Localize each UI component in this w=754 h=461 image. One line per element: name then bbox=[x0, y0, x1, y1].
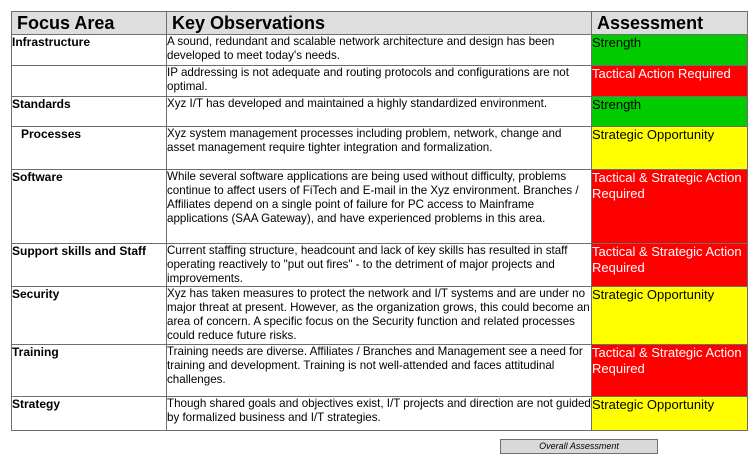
assessment-cell: Tactical & Strategic Action Required bbox=[591, 243, 748, 287]
focus-area-cell: Security bbox=[11, 286, 167, 345]
focus-area-cell: Training bbox=[11, 344, 167, 397]
observation-cell: Xyz system management processes includin… bbox=[166, 126, 592, 170]
observation-cell: IP addressing is not adequate and routin… bbox=[166, 65, 592, 97]
table-row: Support skills and Staff Current staffin… bbox=[11, 243, 748, 287]
observation-cell: Current staffing structure, headcount an… bbox=[166, 243, 592, 287]
focus-area-cell: Strategy bbox=[11, 396, 167, 431]
key-observations-header: Key Observations bbox=[166, 11, 592, 35]
assessment-cell: Strength bbox=[591, 96, 748, 127]
table-row: Strategy Though shared goals and objecti… bbox=[11, 396, 748, 431]
assessment-header: Assessment bbox=[591, 11, 748, 35]
assessment-cell: Strategic Opportunity bbox=[591, 126, 748, 170]
focus-area-cell: Processes bbox=[11, 126, 167, 170]
observation-cell: Xyz has taken measures to protect the ne… bbox=[166, 286, 592, 345]
table-row: Training Training needs are diverse. Aff… bbox=[11, 344, 748, 397]
observation-cell: While several software applications are … bbox=[166, 169, 592, 244]
assessment-cell: Strategic Opportunity bbox=[591, 286, 748, 345]
overall-assessment-label: Overall Assessment bbox=[500, 439, 658, 454]
table-row: Processes Xyz system management processe… bbox=[11, 126, 748, 170]
focus-area-cell: Infrastructure bbox=[11, 34, 167, 66]
observation-cell: Xyz I/T has developed and maintained a h… bbox=[166, 96, 592, 127]
table-row: Standards Xyz I/T has developed and main… bbox=[11, 96, 748, 127]
observation-cell: A sound, redundant and scalable network … bbox=[166, 34, 592, 66]
table-row: IP addressing is not adequate and routin… bbox=[11, 65, 748, 97]
focus-area-cell: Software bbox=[11, 169, 167, 244]
assessment-cell: Tactical & Strategic Action Required bbox=[591, 169, 748, 244]
observation-cell: Though shared goals and objectives exist… bbox=[166, 396, 592, 431]
assessment-cell: Tactical Action Required bbox=[591, 65, 748, 97]
focus-area-cell: Standards bbox=[11, 96, 167, 127]
assessment-cell: Strength bbox=[591, 34, 748, 66]
table-row: Security Xyz has taken measures to prote… bbox=[11, 286, 748, 345]
focus-area-cell: Support skills and Staff bbox=[11, 243, 167, 287]
table-row: Software While several software applicat… bbox=[11, 169, 748, 244]
table-row: Infrastructure A sound, redundant and sc… bbox=[11, 34, 748, 66]
assessment-cell: Strategic Opportunity bbox=[591, 396, 748, 431]
header-row: Focus Area Key Observations Assessment bbox=[11, 11, 748, 35]
focus-area-cell bbox=[11, 65, 167, 97]
assessment-cell: Tactical & Strategic Action Required bbox=[591, 344, 748, 397]
observation-cell: Training needs are diverse. Affiliates /… bbox=[166, 344, 592, 397]
assessment-table: Focus Area Key Observations Assessment I… bbox=[11, 11, 748, 431]
focus-area-header: Focus Area bbox=[11, 11, 167, 35]
